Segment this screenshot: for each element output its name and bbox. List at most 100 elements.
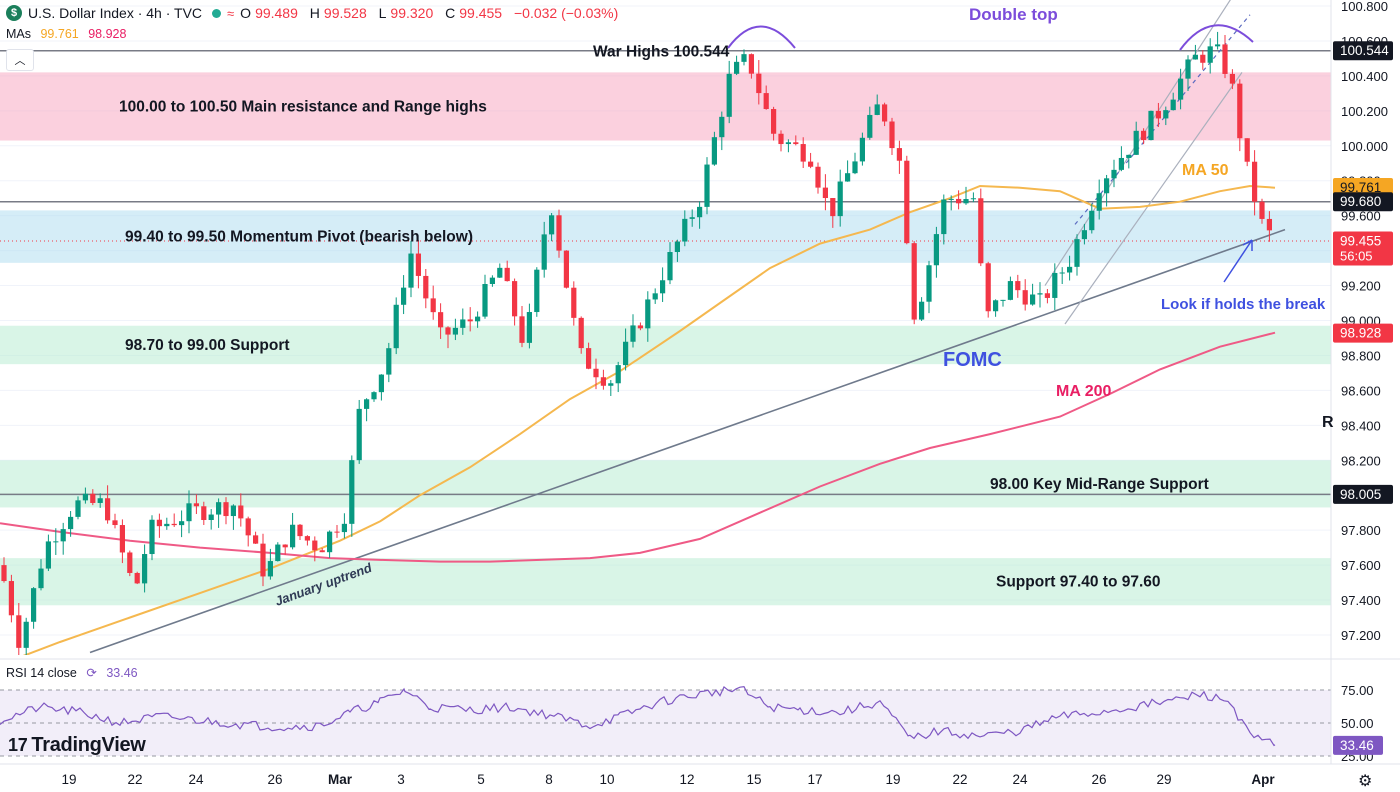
candle-down xyxy=(815,166,821,188)
symbol-title[interactable]: U.S. Dollar Index · 4h · TVC xyxy=(28,5,203,21)
tradingview-mark-icon: 17 xyxy=(8,735,28,755)
rsi-legend[interactable]: RSI 14 close ⟳ 33.46 xyxy=(6,665,138,680)
mas-label: MAs xyxy=(6,27,31,41)
zone-label: 100.00 to 100.50 Main resistance and Ran… xyxy=(119,98,487,115)
candle-down xyxy=(112,520,118,526)
candle-down xyxy=(911,243,917,320)
candle-up xyxy=(327,531,333,553)
candle-down xyxy=(430,298,436,313)
price-badge-label: 100.544 xyxy=(1340,43,1389,58)
candle-up xyxy=(1096,193,1102,211)
candle-up xyxy=(711,137,717,165)
rsi-tick-label: 50.00 xyxy=(1341,716,1374,731)
candle-up xyxy=(941,199,947,235)
price-badge xyxy=(1333,192,1393,212)
candle-up xyxy=(734,61,740,74)
candle-down xyxy=(1222,44,1228,74)
candle-up xyxy=(682,218,688,242)
candle-down xyxy=(1141,130,1147,141)
candle-down xyxy=(519,316,525,343)
candle-up xyxy=(1030,294,1036,305)
candle-down xyxy=(1266,218,1272,231)
candle-down xyxy=(1015,281,1021,291)
ma200-line xyxy=(0,331,1276,563)
time-tick-label: 22 xyxy=(952,772,967,787)
candle-down xyxy=(756,73,762,94)
ma-legend[interactable]: MAs 99.761 98.928 xyxy=(6,27,126,41)
time-tick-label: 24 xyxy=(1012,772,1028,787)
price-badge xyxy=(1333,484,1393,504)
candle-up xyxy=(1126,154,1132,158)
candle-down xyxy=(882,104,888,122)
candle-up xyxy=(290,524,296,548)
price-axis[interactable]: 100.800100.600100.400100.200100.00099.80… xyxy=(1330,0,1393,764)
moving-averages xyxy=(0,184,1276,655)
candle-up xyxy=(356,408,362,461)
ma50-label: MA 50 xyxy=(1182,162,1229,179)
candle-down xyxy=(978,198,984,264)
candle-up xyxy=(1148,110,1154,141)
candle-up xyxy=(660,280,666,294)
price-badge xyxy=(1333,41,1393,61)
candle-up xyxy=(371,392,377,400)
candle-up xyxy=(926,265,932,302)
candle-up xyxy=(341,523,347,533)
candle-up xyxy=(1000,299,1006,301)
candle-down xyxy=(223,502,229,517)
tradingview-logo[interactable]: 17 TradingView xyxy=(8,734,146,757)
close-value: 99.455 xyxy=(459,5,503,21)
candle-up xyxy=(408,253,414,288)
candle-down xyxy=(1200,54,1206,63)
price-badge xyxy=(1333,231,1393,266)
candle-up xyxy=(60,529,66,542)
price-tick-label: 100.400 xyxy=(1341,69,1388,84)
time-tick-label: 26 xyxy=(267,772,282,787)
price-tick-label: 98.800 xyxy=(1341,348,1381,363)
candle-down xyxy=(830,198,836,217)
price-tick-label: 100.800 xyxy=(1341,0,1388,14)
price-tick-label: 97.800 xyxy=(1341,523,1381,538)
candle-up xyxy=(1207,46,1213,63)
candle-up xyxy=(267,561,273,577)
candle-down xyxy=(956,198,962,204)
candle-down xyxy=(896,148,902,161)
candle-down xyxy=(504,267,510,282)
candle-down xyxy=(312,540,318,551)
time-tick-label: Apr xyxy=(1251,772,1275,787)
candle-up xyxy=(652,293,658,300)
candle-up xyxy=(1081,230,1087,240)
price-badge-label: 98.928 xyxy=(1340,326,1381,341)
zone-label: 98.70 to 99.00 Support xyxy=(125,337,290,354)
time-tick-label: 19 xyxy=(885,772,900,787)
candle-up xyxy=(623,341,629,366)
price-badge-label: 98.005 xyxy=(1340,487,1381,502)
candle-up xyxy=(1178,78,1184,100)
tradingview-name: TradingView xyxy=(31,734,146,756)
candle-down xyxy=(748,54,754,74)
fomc-label: FOMC xyxy=(943,349,1002,371)
candle-up xyxy=(45,541,51,569)
collapse-legend-button[interactable]: ︿ xyxy=(6,49,34,71)
candle-up xyxy=(23,621,29,648)
double-top-label: Double top xyxy=(969,5,1058,24)
candle-down xyxy=(778,133,784,145)
candle-up xyxy=(208,514,214,520)
candle-down xyxy=(593,368,599,378)
wave-icon: ≈ xyxy=(227,5,235,21)
time-tick-label: 26 xyxy=(1091,772,1106,787)
candle-down xyxy=(1252,161,1258,202)
candle-down xyxy=(119,525,125,553)
time-tick-label: 29 xyxy=(1156,772,1171,787)
candle-up xyxy=(630,325,636,342)
gear-icon[interactable]: ⚙ xyxy=(1358,773,1373,790)
candle-down xyxy=(438,312,444,328)
candle-down xyxy=(282,544,288,548)
candle-up xyxy=(460,319,466,328)
zone-label: 98.00 Key Mid-Range Support xyxy=(990,476,1209,493)
candle-down xyxy=(800,144,806,162)
candle-down xyxy=(16,615,22,648)
time-axis[interactable]: 19 22 24 26 Mar 3 5 8 10 12 15 17 19 22 24 26 29 Apr xyxy=(0,763,1400,787)
price-tick-label: 100.200 xyxy=(1341,104,1388,119)
candle-up xyxy=(852,161,858,174)
